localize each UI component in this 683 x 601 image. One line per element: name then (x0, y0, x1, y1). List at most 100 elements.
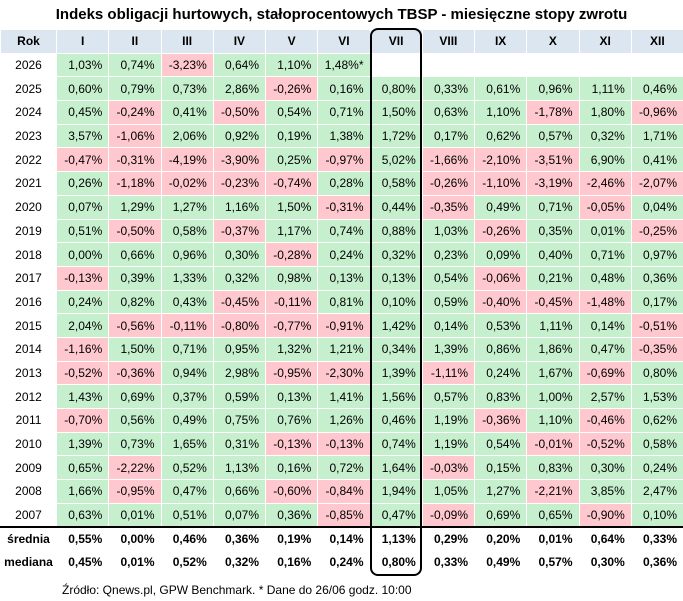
return-cell: 0,24% (55, 289, 110, 315)
return-cell: 0,34% (369, 336, 423, 362)
summary-row: średnia 0,55% 0,00% 0,46% 0,36% 0,19% 0,14% 1,1… (0, 525, 683, 552)
return-cell: 0,95% (212, 336, 267, 362)
summary-label: średnia (0, 525, 57, 552)
summary-cell: 0,01% (108, 550, 162, 575)
summary-cell: 0,20% (473, 525, 528, 552)
return-cell: 0,96% (160, 242, 214, 267)
return-cell: 0,73% (160, 76, 214, 102)
table-row: 2007 0,63% 0,01% 0,51% 0,07% 0,36% -0,85% 0,47%… (0, 502, 683, 528)
return-cell: 2,47% (630, 479, 683, 504)
return-cell: 0,46% (369, 408, 423, 433)
return-cell: 1,80% (578, 100, 632, 125)
return-cell: -0,84% (317, 479, 371, 504)
return-cell (630, 52, 683, 78)
return-cell: 0,65% (55, 455, 110, 481)
table-row: 2026 1,03% 0,74% -3,23% 0,64% 1,10% 1,48%* (0, 52, 683, 78)
return-cell: 0,35% (526, 218, 580, 244)
return-cell: -0,50% (212, 100, 267, 125)
return-cell: 2,06% (160, 123, 214, 149)
return-cell: -0,01% (526, 431, 580, 457)
return-cell: 0,74% (317, 218, 371, 244)
year-cell: 2023 (0, 123, 57, 149)
return-cell: -0,50% (108, 218, 162, 244)
table-row: 2025 0,60% 0,79% 0,73% 2,86% -0,26% 0,16% 0,80%… (0, 76, 683, 102)
return-cell: -0,31% (108, 147, 162, 173)
return-cell: 0,47% (160, 479, 214, 504)
return-cell: 1,10% (526, 408, 580, 433)
return-cell: 1,05% (421, 479, 476, 504)
table-row: 2022 -0,47% -0,31% -4,19% -3,90% 0,25% -0,97% 5… (0, 147, 683, 173)
return-cell: -0,31% (317, 194, 371, 220)
return-cell: 0,30% (212, 242, 267, 267)
table-row: 2012 1,43% 0,69% 0,37% 0,59% 0,13% 1,41% 1,56% 0… (0, 384, 683, 409)
return-cell: 0,36% (264, 502, 319, 528)
year-cell: 2026 (0, 52, 57, 78)
summary-cell: 0,33% (630, 525, 683, 552)
return-cell: 0,15% (473, 455, 528, 481)
return-cell: 0,69% (108, 384, 162, 409)
return-cell: 0,74% (108, 52, 162, 78)
return-cell: 0,19% (264, 123, 319, 149)
return-cell: 1,39% (421, 336, 476, 362)
return-cell: -0,24% (108, 100, 162, 125)
table-row: 2024 0,45% -0,24% 0,41% -0,50% 0,54% 0,71% 1,50… (0, 100, 683, 125)
summary-cell: 0,55% (55, 525, 110, 552)
return-cell: -2,22% (108, 455, 162, 481)
return-cell: -1,66% (421, 147, 476, 173)
return-cell: -1,78% (526, 100, 580, 125)
return-cell: -0,13% (264, 431, 319, 457)
summary-cell: 0,19% (264, 525, 319, 552)
return-cell: -1,11% (421, 360, 476, 386)
return-cell: -0,26% (421, 171, 476, 196)
return-cell: -0,97% (317, 147, 371, 173)
return-cell: 0,01% (578, 218, 632, 244)
return-cell: 0,98% (264, 265, 319, 291)
return-cell (369, 52, 423, 78)
return-cell: 1,27% (473, 479, 528, 504)
return-cell: 1,10% (264, 52, 319, 78)
return-cell: -0,85% (317, 502, 371, 528)
return-cell: -0,13% (317, 431, 371, 457)
return-cell: 0,79% (108, 76, 162, 102)
return-cell: 1,71% (630, 123, 683, 149)
return-cell: 1,16% (212, 194, 267, 220)
summary-cell: 0,16% (264, 550, 319, 575)
return-cell: -3,19% (526, 171, 580, 196)
return-cell: 0,13% (317, 265, 371, 291)
return-cell: -0,51% (630, 313, 683, 338)
return-cell: 0,54% (473, 431, 528, 457)
return-cell: 0,36% (630, 265, 683, 291)
return-cell: 0,16% (317, 76, 371, 102)
return-cell: -0,52% (55, 360, 110, 386)
return-cell: 0,13% (369, 265, 423, 291)
return-cell: -0,35% (630, 336, 683, 362)
table-row: 2008 1,66% -0,95% 0,47% 0,66% -0,60% -0,84% 1,9… (0, 479, 683, 504)
return-cell: 0,14% (578, 313, 632, 338)
return-cell: -0,70% (55, 408, 110, 433)
year-cell: 2013 (0, 360, 57, 386)
month-column-header: X (526, 29, 580, 54)
return-cell: 1,10% (473, 100, 528, 125)
return-cell: 0,24% (630, 455, 683, 481)
return-cell: 1,53% (630, 384, 683, 409)
return-cell: 0,25% (264, 147, 319, 173)
summary-row: mediana 0,45% 0,01% 0,52% 0,32% 0,16% 0,24% 0,8… (0, 550, 683, 575)
return-cell: -0,37% (212, 218, 267, 244)
return-cell: 1,41% (317, 384, 371, 409)
return-cell: 2,98% (212, 360, 267, 386)
return-cell: 1,64% (369, 455, 423, 481)
return-cell: 0,71% (160, 336, 214, 362)
table-row: 2016 0,24% 0,82% 0,43% -0,45% -0,11% 0,81% 0,10… (0, 289, 683, 315)
return-cell: 0,10% (630, 502, 683, 528)
return-cell (473, 52, 528, 78)
year-cell: 2017 (0, 265, 57, 291)
summary-cell: 0,33% (421, 550, 476, 575)
return-cell: 1,26% (317, 408, 371, 433)
return-cell: -0,96% (630, 100, 683, 125)
return-cell: 0,94% (160, 360, 214, 386)
return-cell: 0,31% (212, 431, 267, 457)
return-cell: -0,13% (55, 265, 110, 291)
year-column-header: Rok (0, 29, 57, 54)
return-cell: 0,62% (473, 123, 528, 149)
return-cell: 0,48% (578, 265, 632, 291)
